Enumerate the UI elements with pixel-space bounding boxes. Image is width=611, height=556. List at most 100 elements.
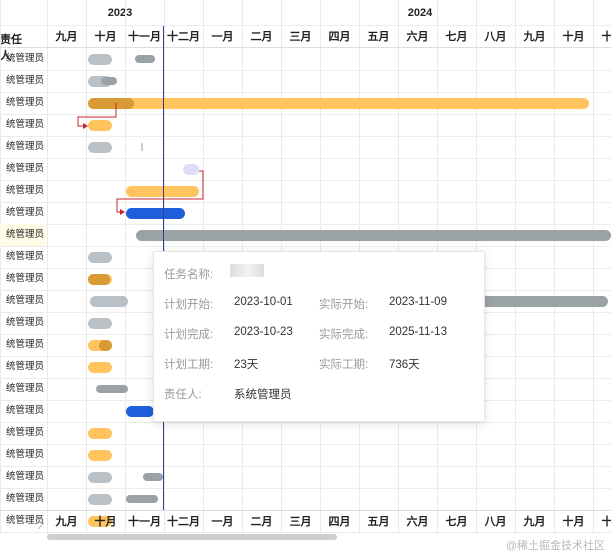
footer-month-10: 七月 [445, 516, 468, 528]
row-owner-20: 统管理员 [5, 493, 44, 504]
row-owner-2: 统管理员 [5, 97, 44, 108]
row-owner-1: 统管理员 [5, 75, 44, 86]
footer-month-5: 二月 [250, 516, 273, 528]
resp-column-header: 责任人 [0, 34, 22, 62]
dependency-arrows [77, 103, 204, 215]
task-bar-2[interactable] [88, 75, 112, 87]
row-owner-18: 统管理员 [5, 449, 44, 460]
actual-end-label: 实际完成: [319, 329, 369, 341]
row-owner-19: 统管理员 [5, 471, 44, 482]
task-bar-7[interactable] [88, 141, 112, 153]
task-bar-8[interactable] [183, 163, 199, 175]
task-bar-26[interactable] [143, 473, 163, 481]
row-owner-5: 统管理员 [5, 163, 44, 174]
actual-start-label: 实际开始: [319, 299, 369, 311]
resize-handle-icon[interactable]: ⟋ [38, 521, 45, 531]
row-owner-11: 统管理员 [5, 295, 44, 306]
task-bar-23[interactable] [88, 427, 112, 439]
header-month-9: 六月 [406, 31, 429, 43]
task-bar-1[interactable] [135, 55, 155, 63]
footer-month-9: 六月 [406, 516, 429, 528]
footer-month-12: 九月 [523, 516, 546, 528]
header-month-4: 一月 [211, 31, 234, 43]
gantt-chart: 2023 2024 责任人 九月 十月 十一月 十二月 一月 二月 三月 四月 五月 六月 七月 八月… [0, 0, 611, 534]
task-bar-10[interactable] [126, 207, 185, 219]
row-owner-21: 统管理员 [5, 515, 44, 526]
task-bar-12[interactable] [88, 251, 112, 263]
plan-duration-value: 23天 [234, 359, 259, 371]
actual-duration-value: 736天 [389, 359, 420, 371]
task-bar-0[interactable] [88, 53, 112, 65]
plan-end-label: 计划完成: [164, 329, 214, 341]
task-bar-28[interactable] [126, 495, 158, 503]
year-2023: 2023 [107, 7, 133, 19]
row-owner-9: 统管理员 [5, 251, 44, 262]
footer-month-0: 九月 [55, 516, 78, 528]
header-month-3: 十二月 [167, 31, 200, 43]
task-bar-19[interactable] [99, 339, 112, 351]
task-tooltip: 任务名称: 计划开始: 2023-10-01 实际开始: 2023-11-09 … [153, 251, 485, 422]
header-month-7: 四月 [328, 31, 351, 43]
task-bar-4[interactable] [88, 97, 589, 109]
task-bar-20[interactable] [88, 361, 112, 373]
footer-month-6: 三月 [289, 516, 312, 528]
header-month-6: 三月 [289, 31, 312, 43]
header-month-14: 十一 [601, 31, 611, 43]
header-month-8: 五月 [367, 31, 390, 43]
header-month-10: 七月 [445, 31, 468, 43]
row-owner-4: 统管理员 [5, 141, 44, 152]
task-bar-22[interactable] [126, 405, 154, 417]
task-bar-3[interactable] [101, 77, 117, 85]
task-bar-14[interactable] [88, 273, 110, 285]
footer-month-4: 一月 [211, 516, 234, 528]
plan-duration-label: 计划工期: [164, 359, 214, 371]
task-bar-24[interactable] [88, 449, 112, 461]
task-bar-16[interactable] [480, 295, 608, 307]
footer-month-11: 八月 [484, 516, 507, 528]
footer-month-13: 十月 [562, 516, 585, 528]
footer-month-2: 十一月 [128, 516, 161, 528]
row-owner-10: 统管理员 [5, 273, 44, 284]
plan-end-value: 2023-10-23 [234, 326, 293, 338]
header-month-12: 九月 [523, 31, 546, 43]
actual-end-value: 2025-11-13 [389, 326, 447, 338]
footer-month-3: 十二月 [167, 516, 200, 528]
row-owner-8: 统管理员 [5, 229, 44, 240]
row-owner-17: 统管理员 [5, 427, 44, 438]
plan-start-value: 2023-10-01 [234, 296, 293, 308]
plan-start-label: 计划开始: [164, 299, 214, 311]
actual-start-value: 2023-11-09 [389, 296, 447, 308]
watermark: @稀土掘金技术社区 [505, 540, 605, 552]
owner-label: 责任人: [164, 389, 202, 401]
row-owner-6: 统管理员 [5, 185, 44, 196]
task-bar-6[interactable] [88, 119, 112, 131]
header-month-11: 八月 [484, 31, 507, 43]
task-bar-11[interactable] [136, 229, 611, 241]
row-owner-13: 统管理员 [5, 339, 44, 350]
row-owner-7: 统管理员 [5, 207, 44, 218]
task-name-label: 任务名称: [164, 269, 214, 281]
task-bar-21[interactable] [96, 385, 128, 393]
task-bar-5[interactable] [88, 97, 134, 109]
footer-month-8: 五月 [367, 516, 390, 528]
year-2024: 2024 [407, 7, 433, 19]
row-owner-3: 统管理员 [5, 119, 44, 130]
task-bar-27[interactable] [88, 493, 112, 505]
header-month-13: 十月 [562, 31, 585, 43]
task-bar-9[interactable] [126, 185, 199, 197]
row-owner-0: 统管理员 [5, 53, 44, 64]
task-bar-29[interactable] [88, 515, 112, 527]
row-owner-12: 统管理员 [5, 317, 44, 328]
row-owner-15: 统管理员 [5, 383, 44, 394]
header-month-1: 十月 [94, 31, 117, 43]
row-owner-16: 统管理员 [5, 405, 44, 416]
footer-month-14: 十一 [601, 516, 611, 528]
task-bar-15[interactable] [90, 295, 128, 307]
highlighted-row [0, 224, 46, 246]
header-month-5: 二月 [250, 31, 273, 43]
task-bar-17[interactable] [88, 317, 112, 329]
horizontal-scrollbar[interactable] [47, 534, 337, 540]
task-bar-25[interactable] [88, 471, 112, 483]
actual-duration-label: 实际工期: [319, 359, 369, 371]
row-owner-14: 统管理员 [5, 361, 44, 372]
